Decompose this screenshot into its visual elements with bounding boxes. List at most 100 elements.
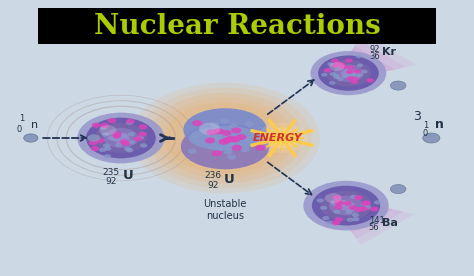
Circle shape — [225, 141, 234, 147]
Text: 141: 141 — [369, 216, 384, 225]
Circle shape — [349, 205, 357, 210]
Circle shape — [349, 72, 356, 76]
Polygon shape — [327, 195, 414, 245]
Circle shape — [324, 68, 331, 73]
Circle shape — [350, 195, 357, 199]
Circle shape — [128, 132, 135, 136]
Circle shape — [100, 126, 107, 130]
Text: U: U — [122, 169, 133, 182]
Circle shape — [140, 143, 147, 148]
Circle shape — [147, 93, 303, 183]
Circle shape — [137, 136, 144, 140]
Circle shape — [326, 60, 371, 86]
Text: 235: 235 — [103, 168, 120, 177]
Circle shape — [230, 136, 240, 142]
Text: 3: 3 — [413, 110, 421, 123]
Circle shape — [354, 195, 363, 200]
Circle shape — [199, 123, 220, 135]
Circle shape — [347, 208, 354, 212]
Circle shape — [335, 62, 343, 66]
Circle shape — [345, 210, 353, 214]
Circle shape — [138, 124, 147, 129]
Circle shape — [164, 103, 286, 173]
Circle shape — [346, 66, 353, 70]
Polygon shape — [327, 195, 371, 220]
Circle shape — [112, 134, 121, 139]
Circle shape — [264, 128, 300, 148]
Circle shape — [329, 196, 363, 216]
Circle shape — [139, 88, 311, 188]
Circle shape — [89, 140, 98, 145]
Circle shape — [231, 128, 242, 134]
Circle shape — [100, 123, 109, 128]
Circle shape — [352, 77, 359, 81]
Circle shape — [126, 119, 135, 124]
Circle shape — [337, 202, 344, 207]
Circle shape — [124, 147, 131, 151]
Circle shape — [339, 63, 346, 67]
Circle shape — [346, 70, 354, 74]
Circle shape — [247, 137, 256, 142]
Circle shape — [318, 55, 379, 91]
Circle shape — [333, 75, 340, 79]
Circle shape — [390, 81, 406, 90]
Circle shape — [130, 83, 320, 193]
Circle shape — [113, 132, 122, 137]
Circle shape — [245, 137, 254, 142]
Circle shape — [333, 210, 340, 214]
Text: n: n — [31, 120, 38, 130]
Circle shape — [329, 81, 336, 85]
Circle shape — [329, 62, 345, 71]
Circle shape — [361, 70, 368, 73]
Circle shape — [219, 139, 229, 145]
Circle shape — [229, 123, 238, 128]
Circle shape — [317, 198, 324, 203]
Circle shape — [325, 193, 342, 203]
Text: 0: 0 — [16, 126, 22, 134]
Circle shape — [359, 206, 368, 211]
Polygon shape — [327, 195, 338, 201]
Circle shape — [192, 120, 202, 126]
Polygon shape — [327, 195, 392, 233]
Circle shape — [92, 123, 100, 128]
Text: 56: 56 — [369, 223, 379, 232]
Circle shape — [320, 206, 328, 210]
Text: ENERGY: ENERGY — [253, 133, 302, 143]
Polygon shape — [329, 78, 340, 84]
Circle shape — [121, 141, 130, 146]
Polygon shape — [329, 65, 362, 84]
Polygon shape — [327, 195, 360, 214]
Circle shape — [340, 65, 347, 69]
Circle shape — [241, 147, 249, 152]
Circle shape — [341, 69, 356, 78]
Circle shape — [205, 137, 215, 144]
Text: 92: 92 — [208, 181, 219, 190]
Circle shape — [390, 184, 406, 194]
Circle shape — [334, 205, 343, 209]
Polygon shape — [327, 195, 403, 239]
Circle shape — [336, 201, 344, 206]
Circle shape — [206, 129, 217, 135]
Circle shape — [24, 134, 38, 142]
Circle shape — [333, 195, 341, 200]
Circle shape — [110, 137, 118, 141]
Circle shape — [339, 200, 347, 204]
Circle shape — [329, 72, 336, 76]
Circle shape — [213, 135, 222, 140]
Polygon shape — [327, 195, 382, 226]
Circle shape — [354, 71, 360, 75]
Circle shape — [224, 149, 233, 155]
Circle shape — [115, 143, 122, 147]
Circle shape — [352, 213, 359, 217]
Circle shape — [347, 66, 355, 70]
Circle shape — [370, 207, 379, 212]
Text: Unstable
nucleus: Unstable nucleus — [203, 199, 247, 221]
Circle shape — [95, 123, 147, 153]
Circle shape — [328, 62, 334, 66]
Circle shape — [320, 191, 372, 221]
Text: 1: 1 — [18, 115, 24, 123]
Circle shape — [312, 186, 380, 225]
Text: 0: 0 — [423, 129, 428, 138]
Polygon shape — [329, 52, 384, 84]
Circle shape — [103, 144, 110, 148]
